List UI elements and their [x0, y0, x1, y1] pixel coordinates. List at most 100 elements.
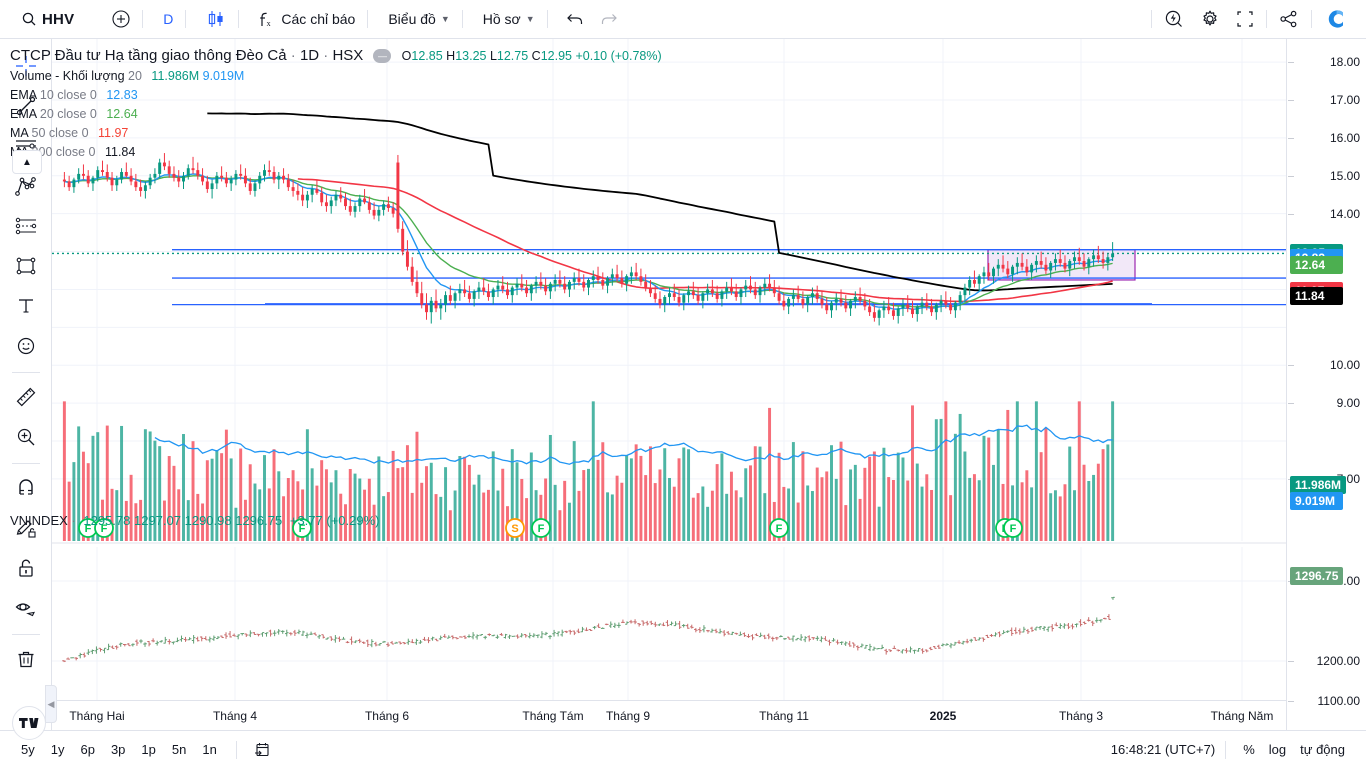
ohlc-l-value: 12.75	[496, 49, 529, 63]
trend-line-tool[interactable]	[7, 87, 45, 125]
toolbar-divider-8	[1266, 10, 1267, 28]
price-axis-badge[interactable]: 11.84	[1290, 286, 1343, 305]
time-axis[interactable]: Tháng Hai Tháng 4 Tháng 6 Tháng Tám Tháng 9 T…	[52, 700, 1366, 730]
brand-logo-button[interactable]	[1316, 5, 1356, 33]
range-button-1n[interactable]: 1n	[202, 742, 217, 757]
ohlc-change: +0.10 (+0.78%)	[575, 49, 662, 63]
range-button-6p[interactable]: 6p	[80, 742, 95, 757]
ohlc-h-value: 13.25	[455, 49, 487, 63]
redo-arrow-icon	[600, 11, 618, 27]
pitchfork-tool[interactable]	[7, 167, 45, 205]
ohlc-c-label: C	[531, 49, 541, 63]
emoji-tool[interactable]	[7, 327, 45, 365]
study-legend-ema20[interactable]: EMA 20 close 0 12.64	[10, 105, 662, 124]
chart-layout-button[interactable]: Biểu đồ ▼	[380, 5, 457, 33]
study-name: MA	[10, 126, 29, 140]
study-value: 11.97	[98, 126, 129, 140]
toolbar-divider-2	[185, 10, 187, 28]
range-button-5y[interactable]: 5y	[21, 742, 35, 757]
toolbar-divider-3	[238, 10, 240, 28]
lock-all-drawings-tool[interactable]	[7, 549, 45, 587]
fullscreen-button[interactable]	[1228, 5, 1262, 33]
price-axis-tick-mark	[1288, 213, 1294, 215]
share-button[interactable]	[1271, 5, 1307, 33]
hide-drawings-tool[interactable]	[7, 589, 45, 627]
symbol-search-button[interactable]: HHV	[14, 5, 82, 33]
price-axis-tick-mark	[1288, 175, 1294, 177]
chevron-down-icon: ▼	[440, 14, 450, 24]
measure-ruler-tool[interactable]	[7, 378, 45, 416]
ohlc-o-label: O	[401, 49, 412, 63]
study-name: EMA	[10, 107, 37, 121]
tradingview-logo-badge[interactable]	[12, 706, 46, 740]
scale-toggle-tự động[interactable]: tự động	[1300, 742, 1345, 757]
study-legend-volume[interactable]: Volume - Khối lượng 20 11.986M 9.019M	[10, 67, 662, 86]
sidebar-collapse-handle[interactable]: ◀	[45, 685, 57, 723]
study-legend-ma50[interactable]: MA 50 close 0 11.97	[10, 124, 662, 143]
svg-text:x: x	[267, 19, 271, 28]
price-scale-axis[interactable]: 18.00 17.00 16.00 15.00 14.00 10.00 9.00 7.00 12…	[1286, 39, 1366, 730]
study-value: 11.84	[104, 145, 136, 159]
hide-series-icon[interactable]: —	[373, 49, 392, 64]
time-axis-label: Tháng 11	[759, 709, 809, 723]
toolbar-divider-left-2	[11, 463, 40, 464]
bottom-divider-2	[1225, 740, 1227, 759]
scale-toggle-log[interactable]: log	[1268, 742, 1287, 757]
undo-button[interactable]	[558, 5, 592, 33]
tradingview-logo-icon	[19, 718, 39, 728]
goto-date-button[interactable]	[247, 738, 278, 761]
remove-drawings-tool[interactable]	[7, 640, 45, 678]
price-axis-tick-mark	[1288, 100, 1294, 102]
price-axis-tick: 18.00	[1329, 55, 1360, 70]
magnet-tool[interactable]	[7, 469, 45, 507]
range-button-1p[interactable]: 1p	[141, 742, 156, 757]
sub-chart-legend[interactable]: VNINDEX · 1295.78 1297.07 1290.98 1296.7…	[10, 513, 380, 528]
zoom-in-tool[interactable]	[7, 418, 45, 456]
scale-toggle-%[interactable]: %	[1243, 742, 1255, 757]
rectangle-tool[interactable]	[7, 247, 45, 285]
settings-button[interactable]	[1192, 5, 1228, 33]
study-legend-ema10[interactable]: EMA 10 close 0 12.83	[10, 86, 662, 105]
study-value: 12.83	[106, 88, 138, 102]
svg-text:S: S	[511, 523, 518, 535]
ohlc-h-label: H	[446, 49, 456, 63]
legend-collapse-button[interactable]: ▲	[12, 150, 42, 174]
symbol-legend-row[interactable]: CTCP Đầu tư Hạ tầng giao thông Đèo Cả · …	[10, 47, 662, 64]
price-axis-badge[interactable]: 12.64	[1290, 256, 1343, 275]
ohlc-o-value: 12.85	[411, 49, 443, 63]
price-axis-tick: 10.00	[1329, 358, 1360, 373]
chart-type-button[interactable]	[198, 5, 234, 33]
chart-canvas-area[interactable]: FFFSFFFF	[52, 39, 1366, 730]
chart-clock[interactable]: 16:48:21 (UTC+7)	[1110, 742, 1216, 757]
svg-text:F: F	[299, 523, 306, 535]
study-name: EMA	[10, 88, 37, 102]
replay-button[interactable]	[1156, 5, 1192, 33]
study-value: 12.64	[106, 107, 138, 121]
sub-symbol: VNINDEX	[10, 513, 68, 528]
time-axis-label: Tháng Hai	[69, 709, 125, 723]
fib-retracement-tool[interactable]	[7, 207, 45, 245]
profile-button[interactable]: Hồ sơ ▼	[475, 5, 543, 33]
text-tool[interactable]	[7, 287, 45, 325]
indicators-button[interactable]: x Các chỉ báo	[251, 5, 363, 33]
range-button-3p[interactable]: 3p	[110, 742, 126, 757]
time-axis-label: Tháng Năm	[1210, 709, 1274, 723]
price-axis-badge[interactable]: 11.986M	[1290, 476, 1347, 494]
bottom-divider-1	[235, 740, 237, 759]
symbol-ticker: HHV	[42, 10, 75, 28]
redo-button[interactable]	[592, 5, 626, 33]
drawing-lock-tool[interactable]	[7, 509, 45, 547]
share-icon	[1279, 10, 1299, 28]
study-name: Volume - Khối lượng	[10, 69, 125, 83]
sub-price-axis-badge[interactable]: 1296.75	[1290, 567, 1344, 585]
range-button-1y[interactable]: 1y	[50, 742, 65, 757]
add-symbol-button[interactable]	[104, 5, 138, 33]
chart-plot-svg: FFFSFFFF	[52, 39, 1286, 729]
toolbar-divider-left-3	[11, 634, 40, 635]
timeframe-button[interactable]: D	[163, 11, 174, 27]
range-button-5n[interactable]: 5n	[171, 742, 187, 757]
crosshair-cursor-tool[interactable]	[7, 47, 45, 85]
price-axis-badge[interactable]: 9.019M	[1290, 492, 1343, 510]
study-legend-ma200[interactable]: MA 200 close 0 11.84	[10, 143, 662, 162]
